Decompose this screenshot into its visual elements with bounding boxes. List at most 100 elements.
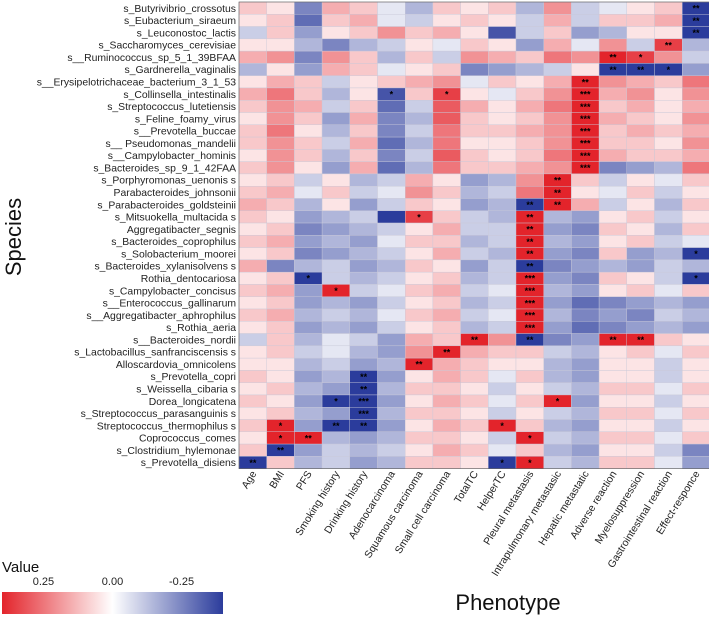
heatmap-cell <box>460 87 489 101</box>
heatmap-cell <box>349 136 378 150</box>
heatmap-cell <box>654 247 683 261</box>
heatmap-cell <box>266 308 295 322</box>
heatmap-cell <box>377 222 406 236</box>
heatmap-cell <box>405 443 434 457</box>
significance-mark: *** <box>525 274 536 284</box>
heatmap-cell <box>432 284 461 297</box>
species-label: Alloscardovia_omnicolens <box>116 360 236 371</box>
heatmap-cell <box>626 173 655 187</box>
heatmap-cell <box>432 136 461 150</box>
heatmap-cell <box>515 382 544 396</box>
heatmap-cell <box>598 308 627 322</box>
heatmap-cell <box>321 149 351 162</box>
heatmap-cell <box>515 38 544 52</box>
heatmap-cell <box>543 443 572 457</box>
heatmap-cell <box>654 26 683 40</box>
heatmap-cell <box>432 431 461 445</box>
heatmap-cell <box>432 185 461 199</box>
heatmap-cell <box>377 112 406 125</box>
heatmap-cell <box>432 100 461 113</box>
heatmap-cell <box>349 161 378 175</box>
heatmap-cell <box>238 112 267 125</box>
heatmap-cell <box>654 357 683 371</box>
heatmap-cell <box>571 247 600 261</box>
heatmap-cell <box>488 259 517 273</box>
heatmap-cell <box>682 333 709 347</box>
heatmap-cell <box>432 50 461 64</box>
heatmap-cell <box>238 38 267 52</box>
heatmap-cell <box>488 198 517 211</box>
heatmap-cell <box>515 394 544 408</box>
heatmap-cell <box>377 198 406 211</box>
heatmap-cell <box>543 308 572 322</box>
heatmap-cell <box>294 296 323 310</box>
heatmap-cell <box>654 75 683 89</box>
heatmap-cell <box>405 100 434 113</box>
heatmap-cell <box>654 321 683 334</box>
legend-tick-label: 0.25 <box>33 576 54 588</box>
heatmap-cell <box>488 407 517 420</box>
heatmap-cell <box>377 443 406 457</box>
heatmap-cell <box>321 14 351 27</box>
heatmap-cell <box>460 1 489 15</box>
heatmap-cell <box>294 26 323 40</box>
heatmap-cell <box>543 222 572 236</box>
heatmap-cell <box>543 284 572 297</box>
heatmap-cell <box>238 235 267 248</box>
heatmap-cell <box>598 26 627 40</box>
heatmap-cell <box>543 382 572 396</box>
heatmap-cell <box>349 75 378 89</box>
heatmap-cell <box>626 308 655 322</box>
significance-mark: ** <box>360 421 368 431</box>
heatmap-cell <box>238 259 267 273</box>
species-label: Rothia_dentocariosa <box>141 274 237 285</box>
significance-mark: *** <box>525 286 536 296</box>
heatmap-cell <box>405 75 434 89</box>
heatmap-cell <box>626 259 655 273</box>
heatmap-cell <box>405 235 434 248</box>
heatmap-cell <box>321 259 351 273</box>
heatmap-cell <box>349 296 378 310</box>
heatmap-cell <box>626 247 655 261</box>
heatmap-cell <box>432 382 461 396</box>
heatmap-cell <box>266 210 295 224</box>
significance-mark: ** <box>526 212 534 222</box>
heatmap-cell <box>432 1 461 15</box>
species-label: s_Bacteroides_xylanisolvens s <box>94 262 236 273</box>
heatmap-cell <box>266 394 295 408</box>
heatmap-cell <box>238 14 267 27</box>
heatmap-cell <box>654 259 683 273</box>
significance-mark: * <box>556 397 560 407</box>
species-label: s_Solobacterium_moorei <box>121 249 236 260</box>
heatmap-cell <box>294 382 323 396</box>
heatmap-cell <box>571 321 600 334</box>
heatmap-cell <box>405 370 434 383</box>
heatmap-cell <box>543 271 572 285</box>
heatmap-cell <box>432 419 461 432</box>
heatmap-cell <box>460 431 489 445</box>
heatmap-cell <box>377 75 406 89</box>
heatmap-cell <box>682 345 709 359</box>
heatmap-cell <box>432 38 461 52</box>
heatmap-cell <box>460 14 489 27</box>
heatmap-cell <box>405 247 434 261</box>
significance-mark: ** <box>554 175 562 185</box>
heatmap-cell <box>294 87 323 101</box>
heatmap-cell <box>626 38 655 52</box>
heatmap-cell <box>543 112 572 125</box>
heatmap-cell <box>432 370 461 383</box>
heatmap-cell <box>682 431 709 445</box>
heatmap-cell <box>266 38 295 52</box>
heatmap-cell <box>626 1 655 15</box>
heatmap-cell <box>321 87 351 101</box>
significance-mark: *** <box>525 323 536 333</box>
heatmap-cell <box>294 198 323 211</box>
heatmap-cell <box>294 456 323 469</box>
heatmap-cell <box>682 308 709 322</box>
heatmap-cell <box>349 124 378 138</box>
heatmap-cell <box>654 296 683 310</box>
heatmap-cell <box>432 26 461 40</box>
heatmap-cell <box>682 124 709 138</box>
species-label: s_Streptococcus_lutetiensis <box>107 102 236 113</box>
heatmap-cell <box>377 26 406 40</box>
